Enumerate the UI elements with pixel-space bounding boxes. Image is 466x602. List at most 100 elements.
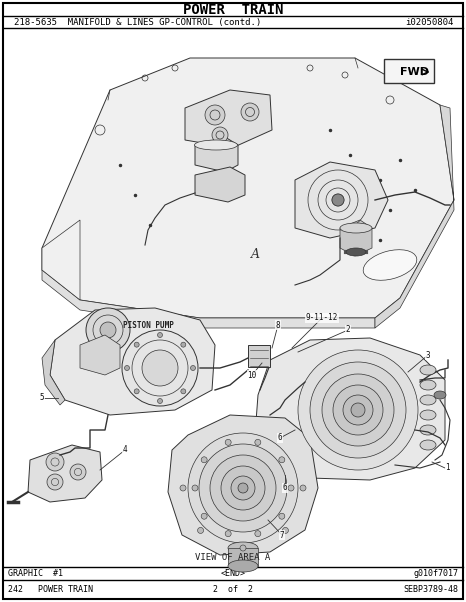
Text: 8: 8: [276, 320, 281, 329]
Circle shape: [122, 330, 198, 406]
Text: 218-5635  MANIFOLD & LINES GP-CONTROL (contd.): 218-5635 MANIFOLD & LINES GP-CONTROL (co…: [14, 18, 261, 27]
Text: GRAPHIC  #1: GRAPHIC #1: [8, 569, 63, 578]
Circle shape: [188, 433, 298, 543]
Circle shape: [241, 103, 259, 121]
Circle shape: [205, 105, 225, 125]
Circle shape: [300, 485, 306, 491]
Text: 10: 10: [247, 370, 257, 379]
Ellipse shape: [420, 380, 436, 390]
Text: SEBP3789-48: SEBP3789-48: [403, 585, 458, 594]
Ellipse shape: [420, 410, 436, 420]
Circle shape: [134, 389, 139, 394]
Text: 1: 1: [445, 464, 450, 473]
Circle shape: [221, 466, 265, 510]
Circle shape: [210, 455, 276, 521]
Circle shape: [282, 527, 288, 533]
Polygon shape: [168, 415, 318, 555]
Bar: [248, 345, 270, 367]
Text: 6: 6: [278, 433, 282, 442]
Text: i02050804: i02050804: [405, 18, 454, 27]
Ellipse shape: [420, 365, 436, 375]
Circle shape: [142, 350, 178, 386]
Polygon shape: [80, 335, 120, 375]
Polygon shape: [42, 220, 80, 300]
Text: 242   POWER TRAIN: 242 POWER TRAIN: [8, 585, 93, 594]
Ellipse shape: [420, 440, 436, 450]
Polygon shape: [195, 167, 245, 202]
Circle shape: [238, 483, 248, 493]
Circle shape: [100, 322, 116, 338]
Circle shape: [201, 457, 207, 463]
Circle shape: [279, 514, 285, 519]
Text: 5: 5: [40, 394, 44, 403]
Text: A: A: [251, 249, 260, 261]
Circle shape: [322, 374, 394, 446]
Circle shape: [199, 444, 287, 532]
Polygon shape: [375, 105, 454, 328]
Polygon shape: [28, 445, 102, 502]
Circle shape: [191, 365, 196, 370]
Circle shape: [255, 439, 261, 445]
Ellipse shape: [420, 395, 436, 405]
Polygon shape: [340, 220, 372, 256]
Ellipse shape: [420, 425, 436, 435]
Polygon shape: [50, 308, 215, 415]
Circle shape: [86, 308, 130, 352]
Text: 7: 7: [280, 530, 284, 539]
Polygon shape: [185, 90, 272, 148]
Polygon shape: [42, 58, 454, 318]
Polygon shape: [42, 340, 65, 405]
Circle shape: [343, 395, 373, 425]
Circle shape: [201, 514, 207, 519]
Polygon shape: [195, 137, 238, 172]
Ellipse shape: [228, 542, 258, 554]
Text: FWD: FWD: [400, 67, 429, 77]
Polygon shape: [295, 162, 388, 238]
FancyBboxPatch shape: [384, 59, 434, 83]
Circle shape: [192, 485, 198, 491]
Text: 9-11-12: 9-11-12: [306, 314, 338, 323]
Circle shape: [231, 476, 255, 500]
Text: 4: 4: [123, 445, 127, 455]
Text: g010f7017: g010f7017: [413, 569, 458, 578]
Text: VIEW OF AREA A: VIEW OF AREA A: [195, 553, 271, 562]
Ellipse shape: [346, 248, 366, 256]
Circle shape: [198, 527, 204, 533]
Circle shape: [298, 350, 418, 470]
Circle shape: [279, 457, 285, 463]
Circle shape: [333, 385, 383, 435]
Polygon shape: [255, 338, 445, 480]
Circle shape: [158, 399, 163, 403]
Text: 6: 6: [283, 483, 288, 492]
Circle shape: [134, 342, 139, 347]
Circle shape: [310, 362, 406, 458]
Text: 3: 3: [425, 350, 430, 359]
Circle shape: [47, 474, 63, 490]
Circle shape: [124, 365, 130, 370]
Text: PISTON PUMP: PISTON PUMP: [123, 320, 173, 329]
Text: 2: 2: [346, 326, 350, 335]
Ellipse shape: [434, 391, 446, 399]
Ellipse shape: [228, 560, 258, 572]
Ellipse shape: [340, 223, 372, 233]
Text: 2  of  2: 2 of 2: [213, 585, 253, 594]
Text: POWER  TRAIN: POWER TRAIN: [183, 3, 283, 17]
Circle shape: [288, 485, 294, 491]
Circle shape: [255, 530, 261, 536]
Circle shape: [212, 127, 228, 143]
Circle shape: [225, 439, 231, 445]
Circle shape: [181, 342, 186, 347]
Ellipse shape: [363, 250, 417, 281]
Ellipse shape: [194, 140, 238, 150]
Text: <END>: <END>: [220, 569, 246, 578]
Bar: [228, 548, 258, 566]
Circle shape: [46, 453, 64, 471]
Polygon shape: [42, 270, 375, 328]
Circle shape: [240, 545, 246, 551]
Circle shape: [70, 464, 86, 480]
Circle shape: [158, 332, 163, 338]
Circle shape: [225, 530, 231, 536]
Circle shape: [180, 485, 186, 491]
Circle shape: [181, 389, 186, 394]
Circle shape: [351, 403, 365, 417]
